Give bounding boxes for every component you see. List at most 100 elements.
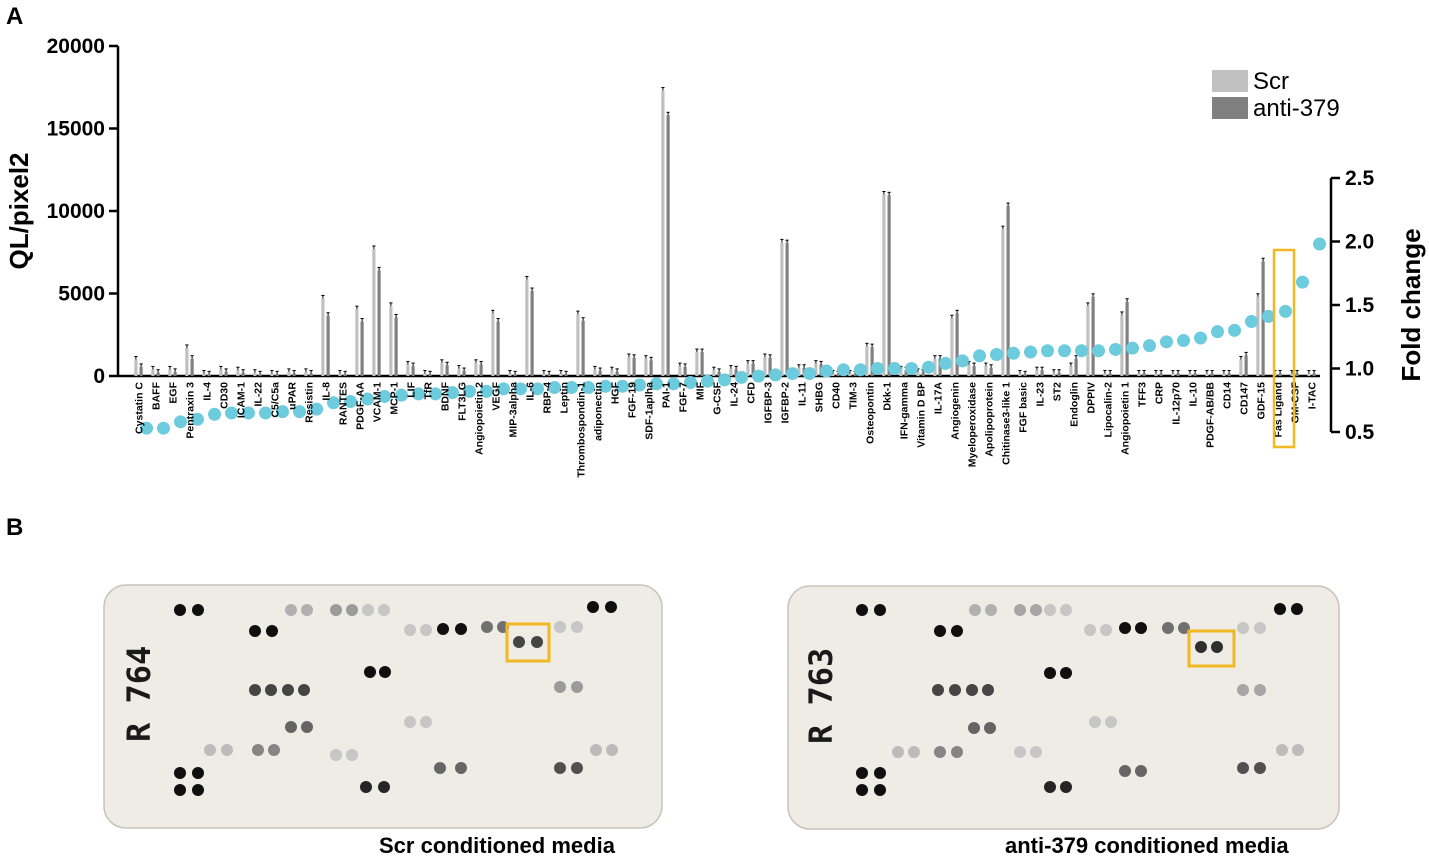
membrane-images: R 764 Scr conditioned media R 763 anti-3… bbox=[103, 584, 1340, 858]
membrane-spot bbox=[301, 721, 313, 733]
category-label: EGF bbox=[168, 381, 180, 403]
category-label: Thrombospondin-1 bbox=[576, 382, 588, 478]
bar-anti379 bbox=[1023, 374, 1027, 376]
membrane-spot bbox=[330, 749, 342, 761]
membrane-caption: Scr conditioned media bbox=[379, 833, 616, 858]
fold-change-point bbox=[310, 402, 323, 416]
membrane-spot bbox=[554, 762, 566, 774]
bar-anti379 bbox=[938, 358, 942, 376]
membrane-spot bbox=[298, 684, 310, 696]
category-label: TFF3 bbox=[1137, 382, 1149, 407]
membrane-spot bbox=[266, 625, 278, 637]
bar-anti379 bbox=[683, 366, 687, 376]
category-label: FGF-7 bbox=[678, 382, 690, 412]
membrane-spot bbox=[951, 625, 963, 637]
membrane-spot bbox=[856, 784, 868, 796]
bar-scr bbox=[1290, 373, 1294, 376]
membrane-spot bbox=[420, 716, 432, 728]
bar-scr bbox=[1137, 373, 1141, 376]
fold-change-point bbox=[667, 377, 680, 391]
bar-anti379 bbox=[173, 371, 177, 376]
category-label: C5/C5a bbox=[270, 382, 282, 418]
membrane-spots bbox=[174, 601, 618, 796]
fold-change-point bbox=[633, 378, 646, 392]
bar-anti379 bbox=[1227, 373, 1231, 376]
bar-scr bbox=[814, 363, 818, 376]
category-label: Angiogenin bbox=[950, 382, 962, 440]
right-tick-label: 2.5 bbox=[1345, 167, 1375, 190]
membrane-spot bbox=[1014, 746, 1026, 758]
bar-scr bbox=[1069, 366, 1073, 376]
bar-anti379 bbox=[479, 364, 483, 376]
bar-anti379 bbox=[1176, 373, 1180, 376]
bar-scr bbox=[729, 368, 733, 376]
membrane-spot bbox=[455, 623, 467, 635]
fold-change-point bbox=[1194, 331, 1207, 345]
membrane-spot bbox=[856, 604, 868, 616]
category-label: IL-17A bbox=[933, 382, 945, 415]
category-label: VCAM-1 bbox=[372, 382, 384, 422]
bar-scr bbox=[1307, 373, 1311, 376]
category-label: MIP-3alpha bbox=[508, 382, 520, 438]
membrane-id-label: R 764 bbox=[120, 646, 158, 742]
membrane-spot bbox=[1060, 781, 1072, 793]
membrane-spot bbox=[420, 624, 432, 636]
bar-scr bbox=[950, 318, 954, 376]
membrane-spot bbox=[268, 744, 280, 756]
bar-anti379 bbox=[921, 372, 925, 376]
category-label: IFN-gamma bbox=[899, 382, 911, 439]
fold-change-point bbox=[718, 373, 731, 387]
membrane-spot bbox=[587, 601, 599, 613]
fold-change-point bbox=[1143, 339, 1156, 353]
category-label: VEGF bbox=[491, 381, 503, 410]
bar-anti379 bbox=[700, 352, 704, 376]
category-label: BAFF bbox=[151, 381, 163, 410]
membrane-spot bbox=[378, 604, 390, 616]
fold-change-point bbox=[786, 367, 799, 381]
membrane-spot bbox=[1237, 684, 1249, 696]
bar-anti379 bbox=[377, 270, 381, 376]
bar-scr bbox=[236, 370, 240, 376]
membrane-spot bbox=[1237, 622, 1249, 634]
bar-anti379 bbox=[513, 374, 517, 376]
membrane-spot bbox=[571, 762, 583, 774]
bar-scr bbox=[151, 369, 155, 376]
bar-anti379 bbox=[1244, 355, 1248, 376]
bar-scr bbox=[372, 248, 376, 376]
category-label: IL-12p70 bbox=[1171, 382, 1183, 425]
bar-anti379 bbox=[751, 363, 755, 376]
bar-scr bbox=[423, 373, 427, 376]
category-label: CFD bbox=[746, 382, 758, 404]
category-label: FGF basic bbox=[1018, 382, 1030, 433]
fold-change-point bbox=[1024, 345, 1037, 359]
category-label: Pentraxin 3 bbox=[185, 382, 197, 439]
category-label: IL-4 bbox=[202, 382, 214, 401]
category-label: Resistin bbox=[304, 382, 316, 423]
category-label: PAI-1 bbox=[661, 382, 673, 408]
bar-scr bbox=[389, 305, 393, 376]
membrane-spot bbox=[437, 623, 449, 635]
fold-change-point bbox=[429, 387, 442, 401]
membrane-spot bbox=[221, 744, 233, 756]
fold-change-point bbox=[1279, 304, 1292, 318]
membrane-spot bbox=[282, 684, 294, 696]
bar-scr bbox=[882, 194, 886, 376]
category-label: IGFBP-2 bbox=[780, 382, 792, 424]
bar-anti379 bbox=[241, 372, 245, 376]
bar-scr bbox=[797, 367, 801, 376]
bar-scr bbox=[168, 369, 172, 376]
membrane-spot bbox=[455, 762, 467, 774]
category-label: BDNF bbox=[440, 381, 452, 411]
membrane-spot bbox=[892, 746, 904, 758]
membrane-spot bbox=[874, 784, 886, 796]
membrane-spot bbox=[1254, 762, 1266, 774]
category-label: DPPIV bbox=[1086, 382, 1098, 414]
membrane-spot bbox=[378, 781, 390, 793]
category-label: CD30 bbox=[219, 382, 231, 409]
bar-scr bbox=[695, 352, 699, 376]
bar-anti379 bbox=[445, 365, 449, 376]
membrane-spot bbox=[1254, 622, 1266, 634]
fold-change-point bbox=[480, 384, 493, 398]
legend-label-anti379: anti-379 bbox=[1253, 95, 1340, 122]
